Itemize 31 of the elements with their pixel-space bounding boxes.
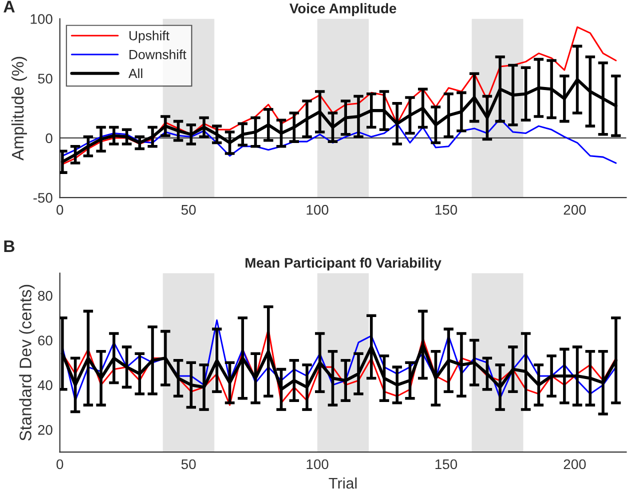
x-tick-label: 50: [181, 204, 196, 215]
x-tick-label: 0: [56, 459, 64, 470]
x-tick-label: 100: [306, 204, 328, 215]
x-tick-label: 0: [56, 204, 64, 215]
y-tick-label: 80: [38, 290, 52, 301]
y-axis-title: Amplitude (%): [11, 56, 27, 160]
x-tick-label: 200: [564, 204, 586, 215]
text: B: [4, 240, 14, 252]
x-tick-label: 150: [435, 204, 458, 215]
y-axis-title: Standard Dev (cents): [19, 284, 35, 441]
y-tick-label: 100: [30, 14, 52, 24]
line-series: [62, 319, 617, 402]
y-tick-label: -50: [33, 192, 52, 203]
y-tick-label: 0: [46, 133, 52, 144]
y-tick-label: 60: [38, 336, 52, 346]
legend-label: All: [128, 68, 142, 78]
line-series: [62, 118, 617, 164]
y-tick-label: 40: [38, 380, 52, 390]
x-tick-label: 200: [564, 459, 586, 470]
chart-title: Voice Amplitude: [290, 3, 396, 16]
x-tick-label: 150: [435, 459, 458, 470]
y-tick-label: 20: [38, 424, 52, 435]
chart-title: Mean Participant f0 Variability: [246, 258, 442, 271]
x-axis-title: Trial: [328, 477, 357, 489]
x-tick-label: 100: [306, 459, 328, 470]
legend-label: Downshift: [130, 50, 186, 60]
x-tick-label: 50: [181, 459, 196, 470]
legend-label: Upshift: [129, 30, 170, 43]
y-tick-label: 50: [38, 74, 52, 84]
text: A: [4, 0, 15, 12]
line-series: [62, 26, 617, 165]
